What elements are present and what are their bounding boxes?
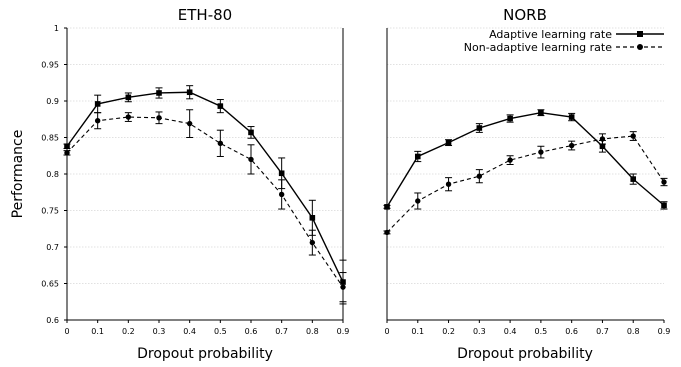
data-point bbox=[384, 204, 390, 210]
legend-marker-circle bbox=[637, 44, 643, 50]
y-tick-label: 0.75 bbox=[41, 207, 59, 216]
data-point bbox=[476, 173, 483, 179]
y-tick-labels: 0.6 0.65 0.7 0.75 0.8 0.85 0.9 0.95 1 bbox=[41, 24, 67, 325]
data-point bbox=[217, 140, 224, 147]
data-point bbox=[156, 115, 162, 121]
data-point bbox=[414, 153, 421, 160]
data-point bbox=[445, 181, 452, 187]
data-point bbox=[64, 150, 70, 156]
data-point bbox=[156, 90, 162, 96]
data-point bbox=[186, 89, 193, 96]
data-point bbox=[94, 118, 101, 124]
data-point bbox=[384, 229, 390, 236]
x-tick-label: 0.9 bbox=[337, 327, 350, 336]
data-point bbox=[599, 143, 606, 150]
chart-title: ETH-80 bbox=[178, 6, 232, 24]
data-point bbox=[445, 139, 452, 146]
data-point bbox=[125, 94, 132, 101]
y-tick-label: 0.95 bbox=[41, 61, 59, 70]
data-point bbox=[125, 114, 132, 120]
data-point bbox=[568, 114, 575, 120]
x-tick-label: 0 bbox=[384, 327, 389, 336]
x-axis-label: Dropout probability bbox=[137, 346, 273, 362]
x-tick-label: 0.3 bbox=[473, 327, 486, 336]
x-tick-label: 0.3 bbox=[153, 327, 166, 336]
data-point bbox=[217, 103, 224, 109]
legend-label-nonadaptive: Non-adaptive learning rate bbox=[464, 41, 612, 54]
data-point bbox=[340, 284, 346, 290]
x-tick-labels: 0 0.1 0.2 0.3 0.4 0.5 0.6 0.7 0.8 0.9 bbox=[64, 320, 349, 336]
series-layer bbox=[383, 109, 668, 236]
y-tick-label: 0.8 bbox=[46, 170, 59, 179]
data-point bbox=[278, 191, 285, 198]
series-layer bbox=[63, 85, 347, 305]
x-tick-label: 0.4 bbox=[183, 327, 196, 336]
data-point bbox=[64, 143, 70, 150]
y-tick-label: 0.9 bbox=[46, 97, 59, 106]
x-tick-labels: 0 0.1 0.2 0.3 0.4 0.5 0.6 0.7 0.8 0.9 bbox=[384, 320, 670, 336]
series-line bbox=[66, 91, 344, 283]
data-point bbox=[630, 176, 637, 182]
y-tick-label: 0.65 bbox=[41, 280, 59, 289]
legend-marker-square bbox=[637, 31, 643, 37]
y-tick-label: 0.85 bbox=[41, 134, 59, 143]
x-tick-label: 0.2 bbox=[122, 327, 135, 336]
chart-panel-eth80: 0.6 0.65 0.7 0.75 0.8 0.85 0.9 0.95 1 0 0.1 0.2 0.3… bbox=[10, 6, 349, 362]
data-point bbox=[507, 115, 513, 122]
data-point bbox=[538, 109, 544, 116]
data-point bbox=[599, 136, 606, 142]
chart-panel-norb: 0 0.1 0.2 0.3 0.4 0.5 0.6 0.7 0.8 0.9 NORB Dropou… bbox=[383, 6, 670, 362]
data-point bbox=[630, 133, 636, 139]
data-point bbox=[309, 215, 316, 221]
x-tick-label: 0.2 bbox=[442, 327, 455, 336]
data-point bbox=[309, 239, 316, 246]
data-point bbox=[538, 149, 544, 155]
gridlines bbox=[67, 27, 343, 284]
y-tick-label: 1 bbox=[54, 24, 59, 33]
x-tick-label: 0.8 bbox=[627, 327, 640, 336]
x-tick-label: 0.1 bbox=[91, 327, 104, 336]
data-point bbox=[661, 179, 667, 185]
y-axis-label: Performance bbox=[10, 130, 26, 219]
x-tick-label: 0.7 bbox=[275, 327, 288, 336]
data-point bbox=[94, 101, 101, 107]
x-tick-label: 0.6 bbox=[245, 327, 258, 336]
data-point bbox=[476, 125, 483, 131]
x-tick-label: 0 bbox=[64, 327, 69, 336]
legend: Adaptive learning rate Non-adaptive lear… bbox=[464, 28, 664, 54]
data-point bbox=[661, 202, 667, 209]
x-tick-label: 0.5 bbox=[214, 327, 227, 336]
y-tick-label: 0.6 bbox=[46, 316, 59, 325]
legend-label-adaptive: Adaptive learning rate bbox=[489, 28, 612, 41]
data-point bbox=[248, 129, 254, 136]
data-point bbox=[248, 156, 254, 163]
gridlines bbox=[387, 27, 664, 284]
y-tick-label: 0.7 bbox=[46, 243, 59, 252]
x-tick-label: 0.9 bbox=[658, 327, 671, 336]
data-point bbox=[186, 120, 193, 127]
x-tick-label: 0.4 bbox=[504, 327, 517, 336]
x-tick-label: 0.5 bbox=[535, 327, 548, 336]
data-point bbox=[568, 142, 575, 149]
x-tick-label: 0.7 bbox=[596, 327, 609, 336]
data-point bbox=[415, 198, 421, 204]
data-point bbox=[507, 157, 513, 163]
series-line bbox=[386, 111, 665, 208]
data-point bbox=[278, 170, 285, 177]
x-tick-label: 0.8 bbox=[306, 327, 319, 336]
x-axis-label: Dropout probability bbox=[457, 346, 593, 362]
x-tick-label: 0.1 bbox=[411, 327, 424, 336]
series-line bbox=[66, 116, 344, 288]
series-line bbox=[386, 135, 665, 233]
x-tick-label: 0.6 bbox=[565, 327, 578, 336]
chart-title: NORB bbox=[503, 6, 547, 24]
